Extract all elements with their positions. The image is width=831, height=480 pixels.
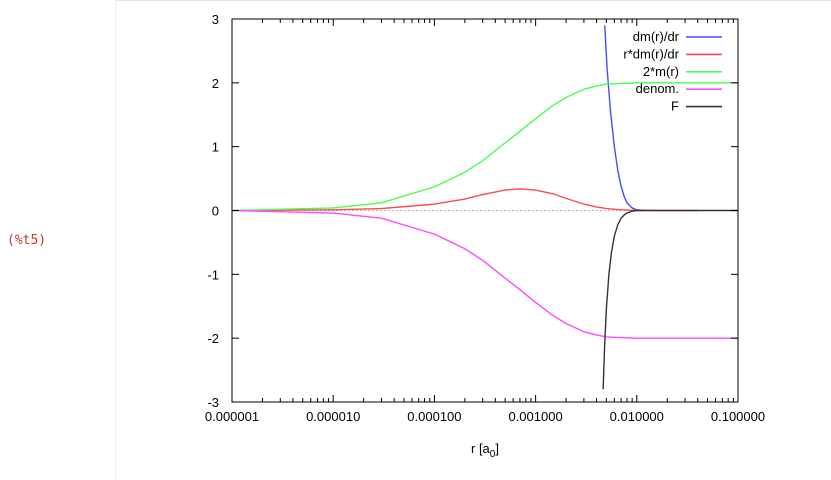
series-line-5 bbox=[602, 209, 738, 390]
legend-label: r*dm(r)/dr bbox=[623, 46, 679, 61]
y-tick-label: -3 bbox=[207, 395, 219, 410]
x-tick-label: 0.001000 bbox=[508, 409, 562, 424]
legend-label: F bbox=[671, 99, 679, 114]
x-axis-label: r [a0] bbox=[471, 441, 499, 460]
cell-top-border bbox=[115, 0, 831, 1]
x-tick-label: 0.010000 bbox=[610, 409, 664, 424]
y-tick-label: -1 bbox=[207, 267, 219, 282]
y-tick-label: 1 bbox=[212, 140, 219, 155]
output-cell-label: (%t5) bbox=[7, 233, 47, 248]
x-axis-label-subscript: 0 bbox=[490, 449, 496, 460]
series-layer bbox=[232, 25, 738, 390]
legend-label: 2*m(r) bbox=[643, 64, 679, 79]
x-tick-label: 0.000100 bbox=[407, 409, 461, 424]
y-tick-label: 3 bbox=[212, 12, 219, 27]
ticks-layer: 0.000001 0.000010 0.000100 0.001000 0.010000… bbox=[205, 12, 765, 424]
series-line-1 bbox=[604, 25, 645, 212]
x-tick-label: 0.000001 bbox=[205, 409, 259, 424]
legend: dm(r)/dr r*dm(r)/dr 2*m(r) denom. F bbox=[623, 29, 722, 114]
series-line-4 bbox=[232, 209, 738, 339]
y-tick-label: -2 bbox=[207, 331, 219, 346]
y-tick-label: 0 bbox=[212, 204, 219, 219]
series-line-3 bbox=[232, 82, 738, 212]
legend-label: dm(r)/dr bbox=[633, 29, 680, 44]
series-line-2 bbox=[232, 188, 698, 212]
x-axis-label-text: r [a bbox=[471, 441, 491, 456]
y-tick-label: 2 bbox=[212, 76, 219, 91]
cell-left-border bbox=[115, 0, 116, 480]
x-tick-label: 0.100000 bbox=[711, 409, 765, 424]
x-axis-label-close: ] bbox=[495, 441, 499, 456]
x-tick-label: 0.000010 bbox=[306, 409, 360, 424]
legend-label: denom. bbox=[636, 81, 679, 96]
